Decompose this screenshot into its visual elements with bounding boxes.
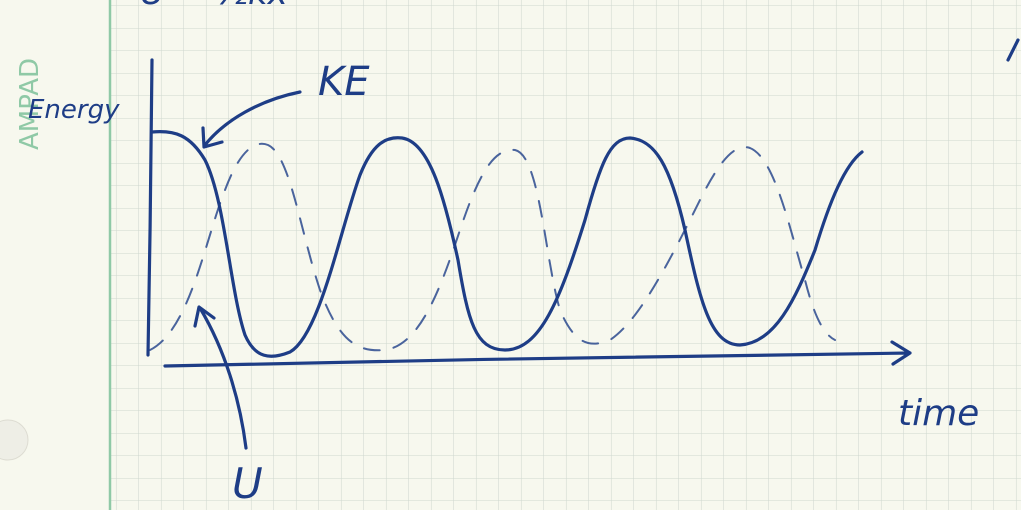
u-label: U bbox=[232, 459, 263, 508]
ke-label: KE bbox=[318, 59, 370, 105]
grid bbox=[110, 0, 1021, 510]
equation: U = ½kx² bbox=[140, 0, 302, 13]
notebook-page: AMPAD U = ½kx² Energy KE U time bbox=[0, 0, 1021, 510]
y-axis-label: Energy bbox=[28, 95, 120, 125]
x-axis-label: time bbox=[898, 393, 979, 434]
